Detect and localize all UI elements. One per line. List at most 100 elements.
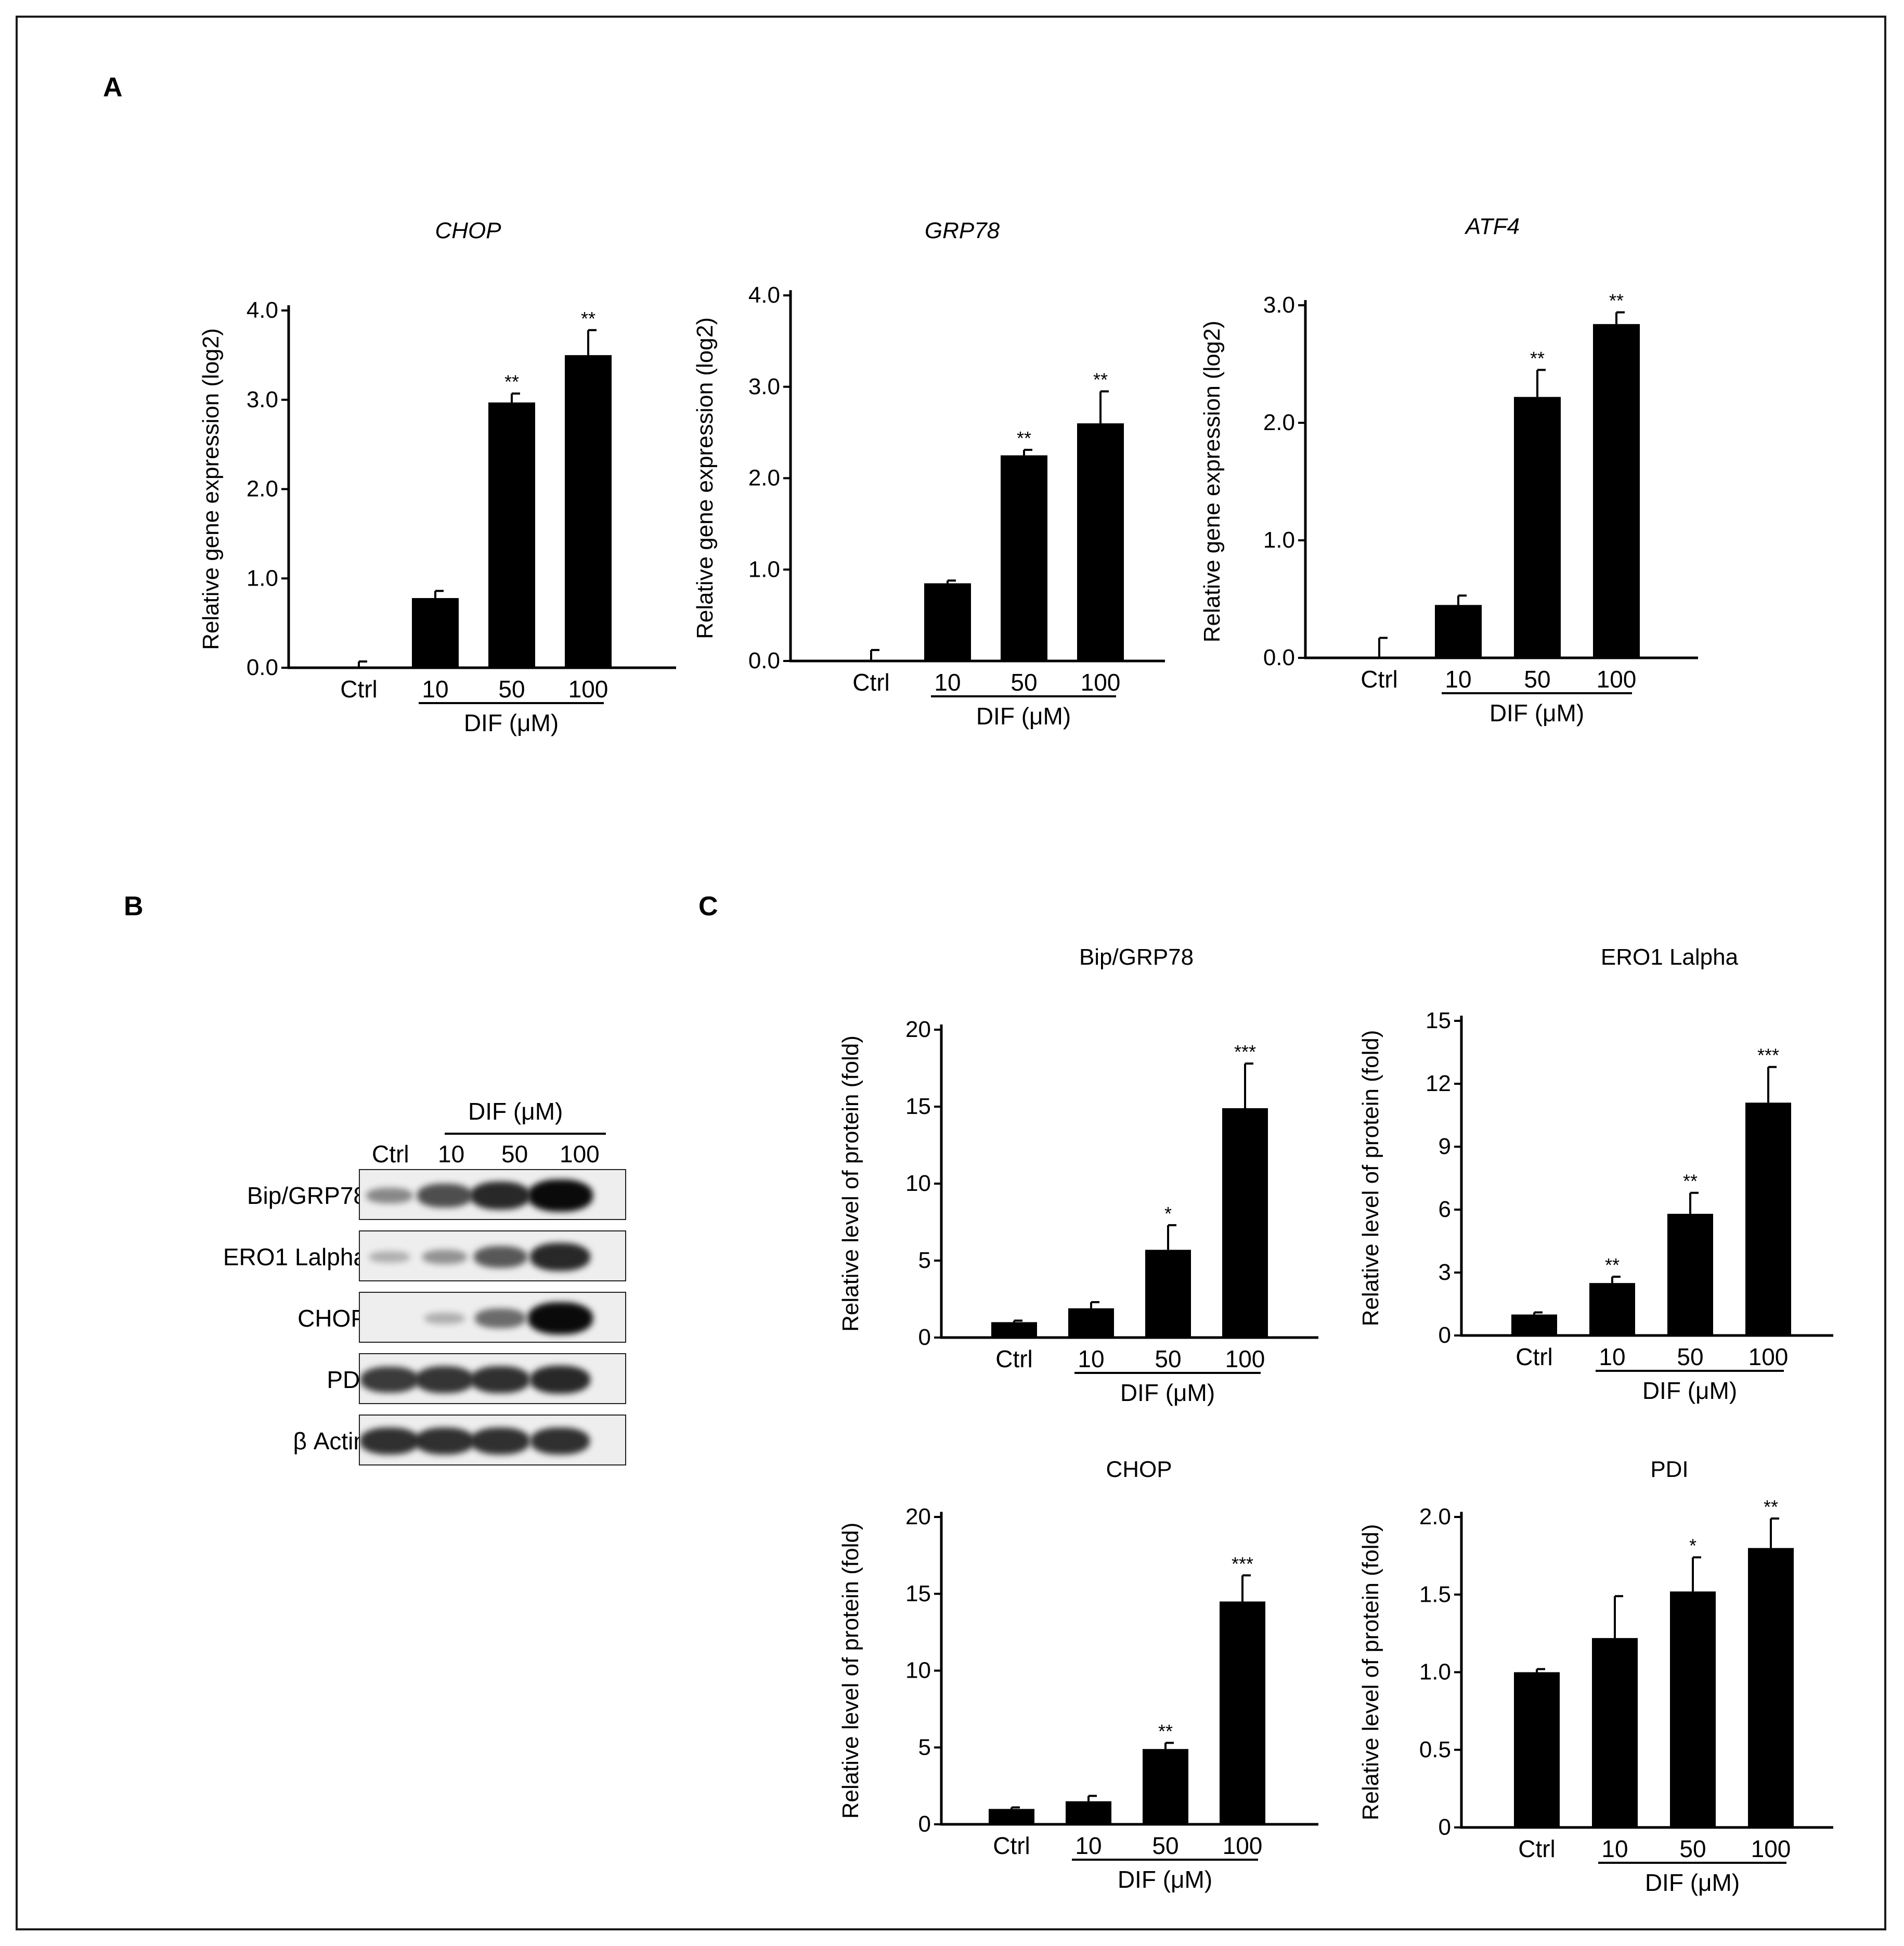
y-tick-label: 20 [905, 1504, 931, 1529]
y-tick-label: 0.5 [1419, 1737, 1451, 1762]
x-tick-label: 50 [1524, 666, 1550, 693]
significance-mark: ** [1609, 290, 1624, 312]
wb-row-label: CHOP [297, 1305, 367, 1332]
y-tick-label: 5 [918, 1734, 931, 1760]
x-tick-label: 100 [1223, 1832, 1263, 1859]
wb-band [369, 1251, 410, 1263]
x-tick-label: 50 [1152, 1832, 1178, 1859]
x-tick-label: 100 [1751, 1835, 1791, 1862]
y-tick-label: 15 [905, 1581, 931, 1606]
significance-mark: ** [1605, 1254, 1620, 1276]
wb-row: β Actin [192, 1415, 645, 1468]
bar [991, 1322, 1037, 1338]
bar [989, 1809, 1034, 1824]
y-tick-label: 15 [905, 1094, 931, 1119]
y-tick-label: 0.0 [247, 655, 278, 680]
wb-band [422, 1249, 468, 1265]
wb-lane-10: 10 [438, 1140, 465, 1167]
x-tick-label: Ctrl [1516, 1343, 1553, 1370]
y-tick-label: 2.0 [1419, 1504, 1451, 1529]
y-tick-label: 12 [1426, 1071, 1451, 1096]
bar [1667, 1214, 1713, 1335]
y-tick-label: 1.5 [1419, 1581, 1451, 1607]
wb-row-label: Bip/GRP78 [247, 1182, 367, 1209]
y-tick-label: 9 [1439, 1134, 1451, 1159]
panel-label-c: C [698, 891, 718, 922]
wb-band [529, 1365, 591, 1394]
significance-mark: *** [1232, 1553, 1253, 1574]
wb-band [415, 1366, 474, 1393]
wb-treatment-label: DIF (μM) [468, 1098, 563, 1125]
y-axis-label: Relative gene expression (log2) [692, 317, 718, 639]
panel-label-a: A [103, 72, 123, 102]
wb-band [529, 1242, 591, 1272]
chart-title: CHOP [435, 218, 501, 243]
bar [1220, 1601, 1265, 1824]
western-blot: DIF (μM) Ctrl 10 50 100 Bip/GRP78 ERO1 La… [192, 1087, 645, 1482]
x-tick-label: 10 [1445, 666, 1471, 693]
chart-title: ERO1 Lalpha [1601, 944, 1739, 970]
y-tick-label: 6 [1439, 1197, 1451, 1222]
y-axis-label: Relative gene expression (log2) [198, 328, 224, 650]
y-tick-label: 1.0 [748, 556, 780, 582]
bar [1745, 1102, 1791, 1335]
wb-band-box [359, 1415, 626, 1465]
wb-band [360, 1427, 419, 1455]
x-tick-label: Ctrl [340, 676, 378, 703]
wb-band [360, 1367, 419, 1393]
group-label: DIF (μM) [1120, 1379, 1215, 1406]
wb-band [424, 1313, 465, 1324]
bar [1593, 324, 1640, 658]
wb-band [473, 1246, 527, 1268]
group-label: DIF (μM) [976, 703, 1071, 730]
y-axis-label: Relative level of protein (fold) [838, 1035, 863, 1332]
bar [1435, 605, 1482, 658]
wb-band [470, 1181, 531, 1210]
y-tick-label: 2.0 [748, 465, 780, 491]
significance-mark: *** [1757, 1045, 1779, 1066]
x-tick-label: 50 [498, 676, 525, 703]
bar [1514, 397, 1561, 658]
wb-lane-100: 100 [560, 1140, 600, 1167]
y-tick-label: 2.0 [1263, 410, 1295, 435]
wb-treatment-underline [445, 1133, 606, 1135]
significance-mark: *** [1234, 1041, 1256, 1062]
bar [1592, 1638, 1638, 1827]
y-tick-label: 3.0 [748, 374, 780, 399]
significance-mark: ** [581, 308, 595, 329]
group-label: DIF (μM) [1118, 1866, 1212, 1893]
y-tick-label: 1.0 [247, 565, 278, 591]
chart-4: ERO1 Lalpha Relative level of protein (fo… [1358, 944, 1833, 1404]
wb-band-box [359, 1169, 626, 1220]
group-label: DIF (μM) [1645, 1869, 1740, 1896]
bar [1068, 1308, 1114, 1338]
y-tick-label: 5 [918, 1248, 931, 1273]
wb-band-box [359, 1230, 626, 1281]
chart-title: Bip/GRP78 [1079, 944, 1194, 970]
bar [1670, 1591, 1716, 1827]
bar [1511, 1314, 1557, 1335]
y-tick-label: 3.0 [1263, 292, 1295, 318]
chart-1: GRP78 Relative gene expression (log2) 0.0 1… [692, 218, 1165, 730]
y-tick-label: 10 [905, 1658, 931, 1683]
y-axis-label: Relative level of protein (fold) [1358, 1524, 1383, 1821]
x-tick-label: Ctrl [852, 669, 890, 696]
x-tick-label: 50 [1679, 1835, 1706, 1862]
wb-row: CHOP [192, 1292, 645, 1345]
chart-title: GRP78 [925, 218, 1000, 243]
bar [1589, 1283, 1635, 1335]
x-tick-label: 100 [568, 676, 608, 703]
y-tick-label: 0 [918, 1811, 931, 1837]
wb-row: Bip/GRP78 [192, 1169, 645, 1222]
x-tick-label: 100 [1748, 1343, 1789, 1370]
y-tick-label: 0.0 [748, 648, 780, 673]
panel-label-b: B [124, 891, 144, 922]
chart-5: CHOP Relative level of protein (fold) 0 5 10… [838, 1457, 1318, 1893]
wb-row-label: β Actin [293, 1428, 367, 1455]
y-tick-label: 0 [1439, 1814, 1451, 1840]
x-tick-label: Ctrl [1361, 666, 1398, 693]
wb-band [530, 1427, 590, 1455]
group-label: DIF (μM) [1642, 1377, 1737, 1404]
y-axis-label: Relative level of protein (fold) [838, 1523, 863, 1819]
bar [412, 598, 459, 668]
